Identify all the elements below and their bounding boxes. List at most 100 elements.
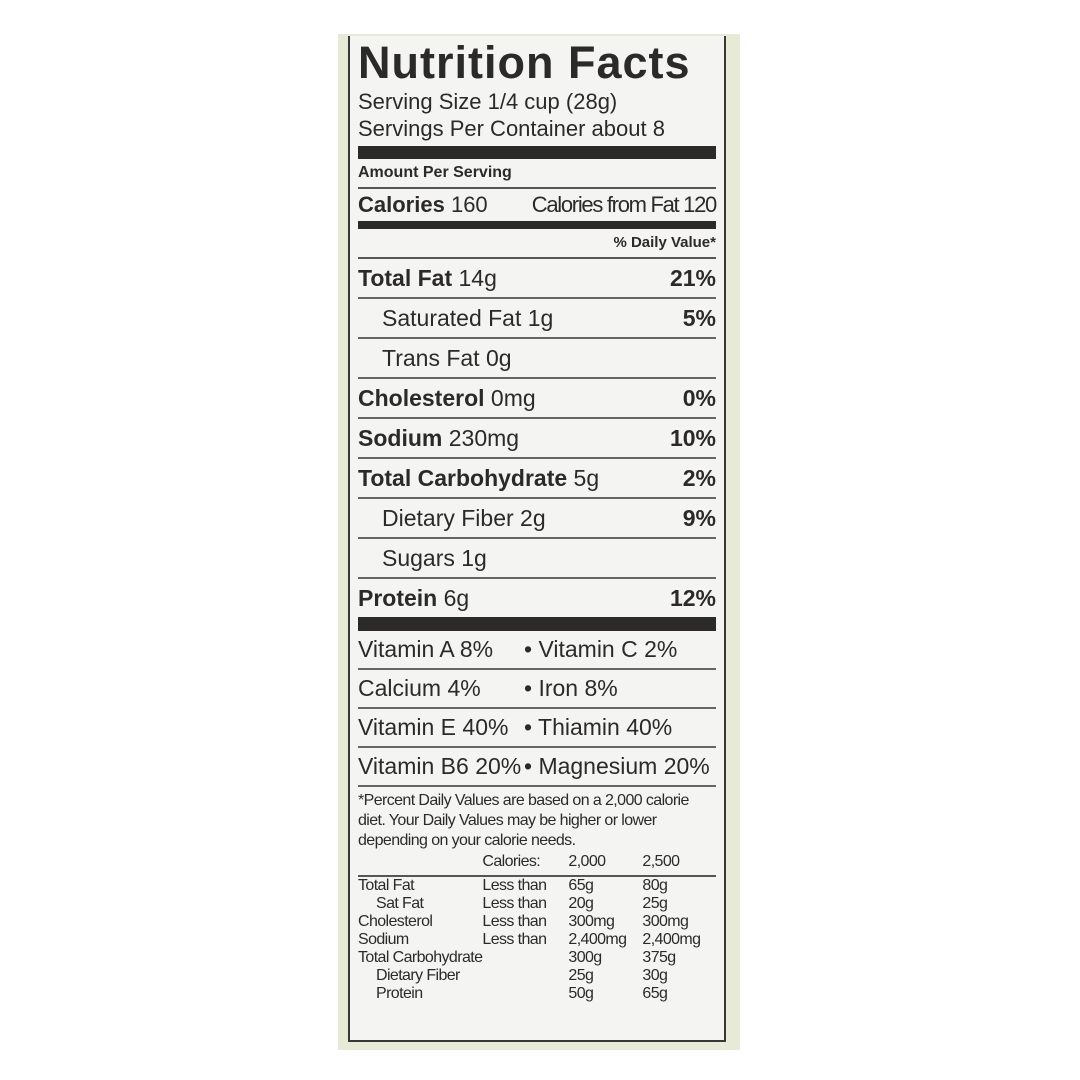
nutrient-name: Dietary Fiber (382, 504, 514, 531)
reference-row: Cholesterol Less than 300mg 300mg (358, 913, 716, 931)
nutrient-row: Sodium 230mg 10% (358, 419, 716, 459)
reference-row: Total Fat Less than 65g 80g (358, 876, 716, 895)
nutrient-daily-value: 9% (682, 504, 716, 531)
reference-cell (482, 949, 568, 967)
vitamin-list: Vitamin A 8% • Vitamin C 2% Calcium 4% • Ir… (358, 631, 716, 787)
reference-cell: 20g (568, 895, 594, 912)
nutrient-amount: 0g (485, 344, 512, 371)
nutrient-row: Total Carbohydrate 5g 2% (358, 459, 716, 499)
reference-cell: Dietary Fiber (376, 967, 460, 984)
nutrient-name: Saturated Fat (382, 304, 522, 331)
vitamin-right: • Magnesium 20% (524, 753, 710, 779)
reference-cell: 25g (568, 967, 594, 984)
reference-cell: Less than (482, 931, 547, 948)
nutrient-list: Total Fat 14g 21% Saturated Fat 1g 5% Trans … (358, 259, 716, 617)
nutrient-amount: 1g (461, 544, 487, 571)
reference-cell: Less than (482, 913, 547, 930)
nutrient-amount: 5g (573, 464, 600, 491)
divider (358, 187, 716, 189)
thick-divider (358, 617, 716, 631)
nutrient-name: Trans Fat (382, 344, 480, 371)
reference-header-cell (358, 851, 483, 877)
reference-cell: Cholesterol (358, 913, 433, 930)
nutrient-name: Sodium (358, 424, 443, 451)
nutrient-daily-value: 12% (669, 584, 716, 611)
vitamin-right: • Thiamin 40% (524, 714, 673, 740)
calories-from-fat: Calories from Fat 120 (531, 192, 718, 217)
divider (358, 257, 716, 259)
reference-cell: 300mg (568, 913, 615, 930)
reference-header: Calories: 2,000 2,500 (358, 851, 716, 877)
reference-row: Total Carbohydrate 300g 375g (358, 949, 716, 967)
reference-cell: 80g (642, 877, 668, 894)
nutrient-amount: 6g (443, 584, 470, 611)
reference-cell: 25g (642, 895, 668, 912)
reference-header-cell: Calories: (482, 851, 569, 877)
vitamin-right: • Iron 8% (524, 675, 618, 701)
servings-per-container: Servings Per Container about 8 (358, 116, 665, 141)
reference-cell (482, 967, 568, 985)
nutrient-amount: 1g (527, 304, 554, 331)
vitamin-row: Vitamin E 40% • Thiamin 40% (358, 709, 716, 748)
daily-value-header: % Daily Value* (613, 234, 716, 251)
nutrient-name: Protein (358, 584, 438, 611)
reference-row: Dietary Fiber 25g 30g (358, 967, 716, 985)
nutrient-row: Saturated Fat 1g 5% (358, 299, 716, 339)
reference-cell: 300mg (642, 913, 689, 930)
reference-cell (482, 985, 568, 1003)
calories-label: Calories (358, 192, 445, 217)
reference-row: Sat Fat Less than 20g 25g (358, 895, 716, 913)
nutrient-row: Cholesterol 0mg 0% (358, 379, 716, 419)
reference-header-cell: 2,000 (568, 851, 643, 877)
vitamin-left: Vitamin A 8% (358, 636, 494, 662)
vitamin-left: Calcium 4% (358, 675, 481, 701)
reference-cell: 65g (568, 877, 594, 894)
calories-row: Calories 160 Calories from Fat 120 (358, 189, 718, 221)
vitamin-row: Calcium 4% • Iron 8% (358, 670, 716, 709)
reference-cell: Protein (376, 985, 423, 1002)
amount-per-serving: Amount Per Serving (358, 164, 512, 181)
nutrient-name: Cholesterol (358, 384, 485, 411)
calories-value: 160 (450, 192, 488, 217)
reference-table: Calories: 2,000 2,500 Total Fat Less than 65g… (358, 851, 716, 1003)
serving-size: Serving Size 1/4 cup (28g) (358, 89, 618, 114)
nutrition-facts-label: Nutrition Facts Serving Size 1/4 cup (28… (348, 36, 726, 1042)
reference-row: Protein 50g 65g (358, 985, 716, 1003)
vitamin-left: Vitamin B6 20% (358, 753, 522, 779)
nutrient-amount: 0mg (490, 384, 536, 411)
nutrient-name: Total Carbohydrate (358, 464, 568, 491)
nutrient-amount: 14g (458, 264, 497, 291)
vitamin-left: Vitamin E 40% (358, 714, 509, 740)
nutrient-row: Trans Fat 0g (358, 339, 716, 379)
vitamin-right: • Vitamin C 2% (524, 636, 678, 662)
reference-row: Sodium Less than 2,400mg 2,400mg (358, 931, 716, 949)
nutrient-row: Dietary Fiber 2g 9% (358, 499, 716, 539)
reference-cell: Less than (482, 877, 547, 894)
reference-cell: Sodium (358, 931, 409, 948)
reference-cell: 375g (642, 949, 676, 966)
nutrient-amount: 2g (520, 504, 546, 531)
medium-divider (358, 221, 716, 229)
reference-cell: 2,400mg (568, 931, 627, 948)
nutrient-name: Sugars (382, 544, 455, 571)
nutrient-daily-value: 21% (669, 264, 716, 291)
vitamin-row: Vitamin A 8% • Vitamin C 2% (358, 631, 716, 670)
nutrient-daily-value: 0% (682, 384, 716, 411)
reference-cell: 300g (568, 949, 602, 966)
vitamin-row: Vitamin B6 20% • Magnesium 20% (358, 748, 716, 787)
thick-divider (358, 146, 716, 159)
nutrient-row: Total Fat 14g 21% (358, 259, 716, 299)
nutrient-amount: 230mg (448, 424, 520, 451)
reference-cell: 30g (642, 967, 668, 984)
nutrient-row: Protein 6g 12% (358, 579, 716, 617)
reference-cell: Total Fat (358, 877, 415, 894)
label-title: Nutrition Facts (358, 37, 691, 88)
nutrient-row: Sugars 1g (358, 539, 716, 579)
reference-cell: 65g (642, 985, 668, 1002)
reference-header-cell: 2,500 (642, 851, 716, 877)
footnote: *Percent Daily Values are based on a 2,0… (358, 792, 689, 849)
nutrient-daily-value: 2% (682, 464, 716, 491)
reference-cell: Total Carbohydrate (358, 949, 483, 966)
reference-cell: 50g (568, 985, 594, 1002)
reference-cell: Sat Fat (376, 895, 424, 912)
